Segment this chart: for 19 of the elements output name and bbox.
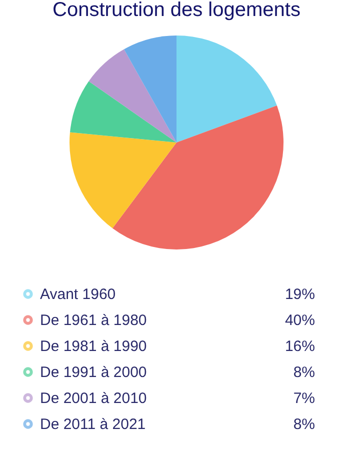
data-label: 40%	[284, 312, 315, 329]
legend-label: Avant 1960	[40, 286, 116, 303]
legend-label: De 2011 à 2021	[40, 416, 146, 433]
data-label: 8%	[293, 364, 315, 381]
chart-title: Construction des logements	[52, 0, 300, 21]
legend-label: De 1991 à 2000	[40, 364, 147, 381]
data-label: 7%	[293, 390, 315, 407]
legend-label: De 1981 à 1990	[40, 338, 147, 355]
pie-slice	[112, 106, 284, 250]
pie-slice	[176, 36, 277, 142]
data-label: 8%	[293, 416, 315, 433]
pie-slice	[70, 132, 176, 228]
pie-slice	[124, 36, 176, 142]
data-label: 19%	[284, 286, 315, 303]
pie-slice	[70, 81, 176, 142]
legend-label: De 1961 à 1980	[40, 312, 147, 329]
data-label: 16%	[284, 338, 315, 355]
pie-slice	[88, 49, 176, 142]
legend-label: De 2001 à 2010	[40, 390, 147, 407]
